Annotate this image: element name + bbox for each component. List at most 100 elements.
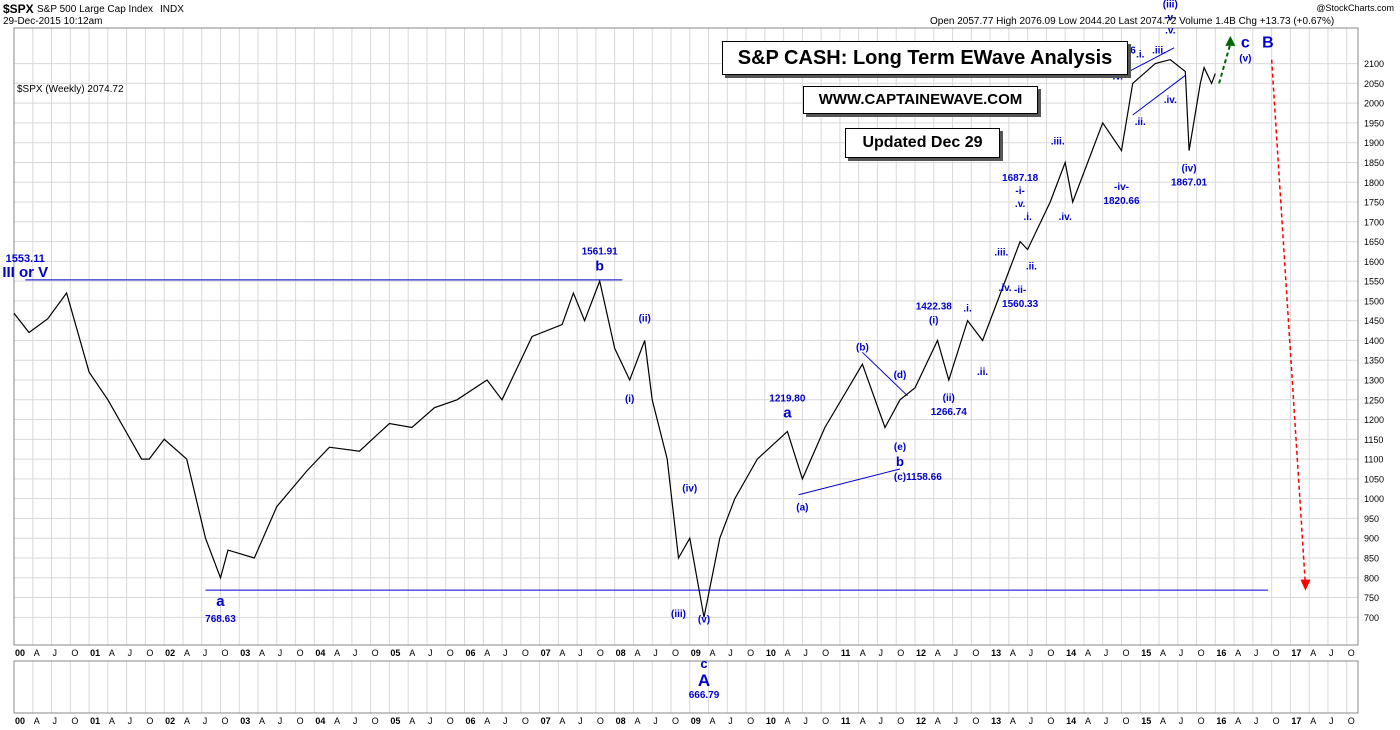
x-tick-label: A <box>785 716 791 726</box>
projection-down-arrow <box>1270 59 1307 586</box>
wave-label: .i. <box>1023 212 1032 223</box>
website-label: WWW.CAPTAINEWAVE.COM <box>803 86 1038 114</box>
x-tick-label: 05 <box>390 648 400 658</box>
wave-label: 1560.33 <box>1002 299 1039 310</box>
wave-label: (i) <box>625 394 634 405</box>
x-tick-label: 15 <box>1141 648 1151 658</box>
wave-label: (v) <box>1239 54 1251 65</box>
wave-label: 1422.38 <box>916 302 953 313</box>
wave-label: (iii) <box>1163 0 1178 11</box>
x-tick-label: A <box>1160 648 1166 658</box>
x-tick-label: J <box>1029 716 1034 726</box>
x-tick-label: 04 <box>315 716 325 726</box>
y-tick-label: 950 <box>1364 514 1379 524</box>
x-tick-label: 03 <box>240 716 250 726</box>
x-tick-label: 17 <box>1291 716 1301 726</box>
wave-label: III or V <box>2 264 48 281</box>
x-tick-label: O <box>447 716 454 726</box>
projection-up-arrowhead <box>1225 35 1236 46</box>
x-tick-label: O <box>372 648 379 658</box>
x-tick-label: 17 <box>1291 648 1301 658</box>
wave-label: (b) <box>856 342 869 353</box>
x-tick-label: A <box>785 648 791 658</box>
y-tick-label: 1700 <box>1364 217 1384 227</box>
x-tick-label: J <box>803 716 808 726</box>
wave-label: a <box>216 593 225 610</box>
wave-label: 768.63 <box>205 614 236 625</box>
x-tick-label: A <box>1160 716 1166 726</box>
x-tick-label: 16 <box>1216 716 1226 726</box>
wave-label: -v- <box>1164 13 1176 24</box>
wave-label: (c) <box>894 472 906 483</box>
price-series-line <box>13 58 1216 618</box>
x-tick-label: J <box>53 716 58 726</box>
x-tick-label: 00 <box>15 716 25 726</box>
x-tick-label: J <box>428 648 433 658</box>
x-tick-label: J <box>128 716 133 726</box>
x-tick-label: 04 <box>315 648 325 658</box>
x-tick-label: A <box>1085 648 1091 658</box>
wave-label: .iii. <box>994 247 1008 258</box>
wave-label: c <box>1241 35 1250 52</box>
x-tick-label: J <box>353 648 358 658</box>
y-tick-label: 2100 <box>1364 59 1384 69</box>
x-tick-label: J <box>803 648 808 658</box>
x-tick-label: J <box>878 716 883 726</box>
x-tick-label: 06 <box>466 716 476 726</box>
x-tick-label: 03 <box>240 648 250 658</box>
wave-label: (iv) <box>682 484 697 495</box>
x-tick-label: 10 <box>766 648 776 658</box>
x-tick-label: J <box>53 648 58 658</box>
x-tick-label: O <box>1273 648 1280 658</box>
wave-label: .iii. <box>1051 137 1065 148</box>
wave-label: .iii. <box>1152 46 1166 57</box>
wave-label: -i- <box>1015 186 1024 197</box>
series-legend: $SPX (Weekly) 2074.72 <box>17 84 124 95</box>
axes <box>13 27 1359 714</box>
y-tick-label: 1150 <box>1364 435 1383 445</box>
x-tick-label: A <box>259 648 265 658</box>
x-tick-label: J <box>1329 716 1334 726</box>
x-tick-label: J <box>1254 648 1259 658</box>
x-tick-label: A <box>559 716 565 726</box>
x-tick-label: O <box>221 648 228 658</box>
wave-label: 1553.11 <box>6 253 45 265</box>
x-tick-label: O <box>972 716 979 726</box>
wave-label: 1561.91 <box>582 246 619 257</box>
x-tick-label: O <box>672 716 679 726</box>
y-tick-label: 2050 <box>1364 79 1384 89</box>
x-tick-label: J <box>728 716 733 726</box>
wave-label: .v. <box>1113 72 1124 83</box>
y-tick-label: 800 <box>1364 573 1379 583</box>
x-tick-label: A <box>484 716 490 726</box>
updated-label: Updated Dec 29 <box>845 128 1000 158</box>
x-tick-label: O <box>747 716 754 726</box>
x-tick-label: A <box>334 716 340 726</box>
x-tick-label: A <box>184 648 190 658</box>
wave-label: 1687.18 <box>1002 173 1039 184</box>
x-tick-label: J <box>578 648 583 658</box>
x-tick-label: O <box>597 716 604 726</box>
channel-lower-line <box>1132 75 1186 116</box>
x-tick-label: 02 <box>165 648 175 658</box>
x-tick-label: J <box>1179 648 1184 658</box>
y-tick-label: 1650 <box>1364 237 1384 247</box>
x-tick-label: O <box>71 648 78 658</box>
x-tick-label: 06 <box>466 648 476 658</box>
x-tick-label: O <box>897 716 904 726</box>
x-tick-label: O <box>897 648 904 658</box>
x-tick-label: A <box>109 648 115 658</box>
x-tick-label: A <box>1310 716 1316 726</box>
x-tick-label: J <box>353 716 358 726</box>
x-tick-label: O <box>1348 716 1355 726</box>
y-tick-label: 1750 <box>1364 198 1384 208</box>
y-tick-label: 750 <box>1364 593 1379 603</box>
x-tick-label: 10 <box>766 716 776 726</box>
wave-label: 1867.01 <box>1171 178 1208 189</box>
wave-label: .i. <box>963 304 972 315</box>
wave-label: .v. <box>1015 199 1026 210</box>
lower-wave-label: c <box>700 656 707 671</box>
x-tick-label: A <box>935 648 941 658</box>
x-tick-label: J <box>428 716 433 726</box>
wave-label: (iii) <box>671 609 686 620</box>
